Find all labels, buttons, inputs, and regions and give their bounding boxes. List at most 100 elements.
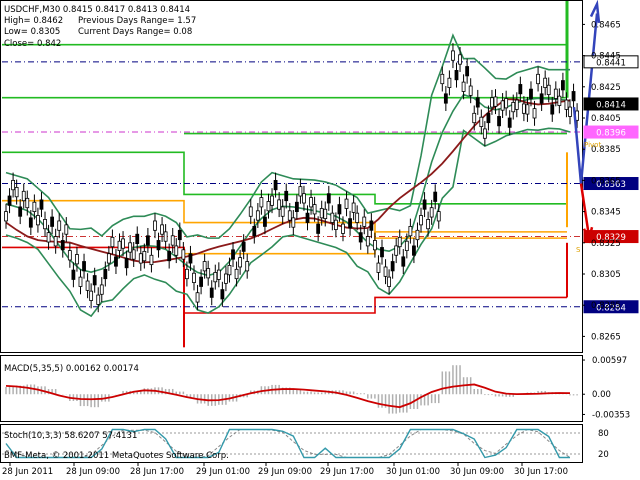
candle-body xyxy=(394,245,399,256)
candle-body xyxy=(202,261,207,272)
candle-body xyxy=(238,257,243,268)
candle-body xyxy=(89,290,94,301)
macd-label: MACD(5,35,5) 0.00162 0.00174 xyxy=(4,364,139,374)
macd-tick-label: 0.00 xyxy=(592,390,611,400)
candle-body xyxy=(511,102,516,113)
candle-body xyxy=(53,236,58,247)
price-tag-text: 0.8329 xyxy=(596,233,626,243)
candle-body xyxy=(216,269,221,280)
candle-body xyxy=(280,206,285,217)
candle-body xyxy=(135,233,140,244)
candle-body xyxy=(440,73,445,85)
price-tag-0.8396 xyxy=(583,125,639,139)
candle-body xyxy=(96,294,101,305)
time-tick-label: 30 Jun 09:00 xyxy=(450,467,504,477)
candle-body xyxy=(383,266,388,277)
candle-body xyxy=(248,206,253,217)
macd-indicator: 0.00597 0.00 -0.00353 xyxy=(5,356,630,420)
candle-body xyxy=(270,195,274,206)
candle-body xyxy=(106,253,111,264)
candle-body xyxy=(426,218,431,230)
candle-body xyxy=(39,199,44,210)
candle-body xyxy=(323,208,328,220)
arrow-down-path xyxy=(579,183,591,237)
candle-body xyxy=(160,224,164,235)
price-tag-0.8329 xyxy=(583,230,639,244)
candle-body xyxy=(28,217,33,228)
candle-body xyxy=(99,284,104,295)
candle-body xyxy=(82,261,86,272)
candle-body xyxy=(490,97,494,108)
candle-body xyxy=(479,116,484,127)
stoch-tick-label: 20 xyxy=(598,450,609,460)
candle-body xyxy=(564,99,569,110)
candle-body xyxy=(312,204,317,215)
price-tag-text: 0.8396 xyxy=(596,129,626,139)
candle-body xyxy=(401,256,406,267)
candle-body xyxy=(110,236,115,248)
stoch-panel-frame xyxy=(0,424,583,463)
candle-body xyxy=(241,241,246,252)
candle-body xyxy=(18,206,23,217)
candle-body xyxy=(263,216,267,227)
candle-body xyxy=(64,224,69,235)
candle-body xyxy=(415,229,420,241)
candle-body xyxy=(43,218,47,230)
price-tick-label: 0.8405 xyxy=(591,114,621,124)
price-tick-label: 0.8325 xyxy=(591,239,621,249)
stoch-signal-line xyxy=(5,428,571,458)
candle-body xyxy=(454,70,459,81)
candle-body xyxy=(277,199,282,210)
candle-body xyxy=(25,197,30,209)
candle-body xyxy=(185,268,189,280)
price-tick-label: 0.8465 xyxy=(591,20,621,30)
price-tag-0.8441 xyxy=(583,55,639,69)
candle-body xyxy=(404,240,409,252)
candle-body xyxy=(85,280,90,291)
price-tag-text: 0.8414 xyxy=(596,100,626,110)
candle-body xyxy=(46,232,51,243)
candle-body xyxy=(316,223,321,234)
candle-body xyxy=(458,54,462,65)
candle-body xyxy=(273,179,278,191)
candle-body xyxy=(518,84,523,95)
candle-body xyxy=(543,77,548,88)
candle-body xyxy=(142,250,147,262)
bb-upper xyxy=(5,33,570,239)
copyright-label: BMF-Meta, © 2001-2011 MetaQuotes Softwar… xyxy=(4,451,229,461)
stochastic-indicator: 80 20 xyxy=(2,428,609,460)
candle-body xyxy=(326,193,331,204)
candle-body xyxy=(546,84,551,95)
candle-body xyxy=(451,50,455,61)
candle-body xyxy=(330,212,335,223)
candle-body xyxy=(227,265,232,276)
macd-tick-label: -0.00353 xyxy=(592,410,630,420)
candle-body xyxy=(486,112,491,124)
candle-body xyxy=(145,235,150,246)
candle-body xyxy=(351,202,356,213)
candle-body xyxy=(504,98,509,109)
price-tick-label: 0.8265 xyxy=(591,332,621,342)
candle-body xyxy=(57,220,62,231)
candle-body xyxy=(333,219,338,230)
candle-body xyxy=(373,240,377,251)
candle-body xyxy=(252,226,257,237)
candle-body xyxy=(209,287,214,298)
candle-body xyxy=(206,268,211,279)
price-axis: 0.8465 0.8445 0.8425 0.8405 0.8385 0.8365 0.83… xyxy=(582,20,621,342)
candle-body xyxy=(419,215,423,226)
price-tick-label: 0.8385 xyxy=(591,145,621,155)
price-tick-label: 0.8365 xyxy=(591,176,621,186)
candle-body xyxy=(199,276,203,287)
candle-body xyxy=(138,253,143,264)
candle-body xyxy=(259,197,264,208)
price-tag-text: 0.8363 xyxy=(596,180,626,190)
candle-body xyxy=(355,212,360,223)
time-tick-label: 30 Jun 01:00 xyxy=(386,467,440,477)
time-tick-label: 28 Jun 09:00 xyxy=(66,467,120,477)
candle-body xyxy=(337,204,342,215)
ma-line xyxy=(5,98,571,264)
candle-body xyxy=(319,208,324,219)
candle-body xyxy=(195,292,200,303)
